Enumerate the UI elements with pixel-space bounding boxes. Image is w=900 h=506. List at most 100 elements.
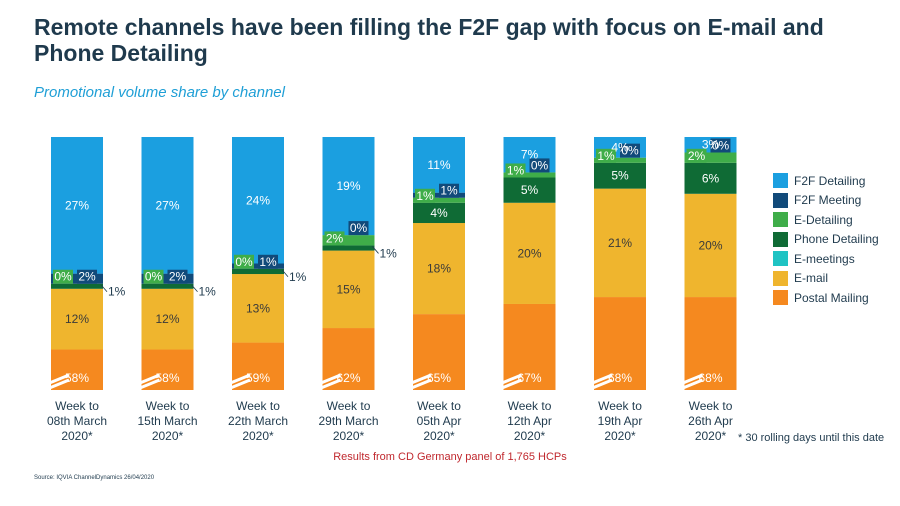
- category-tick-label: 2020*: [423, 429, 455, 443]
- data-label: 19%: [336, 179, 360, 193]
- bar-segment-e-detailing: [503, 172, 556, 178]
- label-chip-e-detailing: [686, 148, 707, 163]
- legend-item-e-detailing: E-Detailing: [773, 210, 879, 230]
- data-label: 13%: [246, 301, 270, 315]
- axis-break-mark: [136, 373, 161, 386]
- data-label: 0%: [350, 221, 368, 235]
- category-tick-label: 2020*: [61, 429, 93, 443]
- bar-segment-phone-detailing: [232, 268, 284, 275]
- legend-item-postal-mailing: Postal Mailing: [773, 288, 879, 308]
- bar-segment-postal-mailing: [503, 303, 556, 390]
- category-tick-label: 2020*: [514, 429, 546, 443]
- category-tick-label: 29th March: [318, 414, 378, 428]
- bar-segment-postal-mailing: [232, 342, 284, 390]
- leader-line: [100, 284, 108, 293]
- label-chip-f2f-meeting: [77, 269, 97, 284]
- axis-break-mark: [317, 378, 342, 391]
- data-label: 2%: [688, 149, 706, 163]
- bar-segment-e-mail: [141, 288, 194, 350]
- legend-swatch: [773, 173, 788, 189]
- label-chip-e-detailing: [415, 188, 435, 203]
- bar-segment-e-mail: [322, 250, 375, 329]
- data-label: 1%: [289, 270, 307, 284]
- axis-break-mark: [136, 378, 161, 391]
- data-label: 68%: [698, 371, 722, 385]
- bar-segment-phone-detailing: [141, 283, 194, 289]
- legend-label: E-mail: [794, 271, 829, 286]
- data-label: 27%: [65, 198, 89, 212]
- bar-segment-f2f-detailing: [322, 137, 375, 236]
- legend-swatch: [773, 290, 788, 306]
- axis-break-mark: [589, 373, 613, 386]
- data-label: 1%: [380, 246, 398, 260]
- data-label: 7%: [521, 148, 539, 162]
- axis-break-mark: [498, 373, 523, 386]
- axis-break-mark: [408, 373, 432, 386]
- data-label: 6%: [702, 171, 720, 185]
- category-tick-label: 2020*: [152, 429, 184, 443]
- data-label: 1%: [259, 255, 277, 269]
- category-tick-label: Week to: [55, 399, 99, 413]
- axis-break-mark: [498, 378, 523, 391]
- category-tick-label: Week to: [598, 399, 642, 413]
- data-label: 58%: [65, 371, 89, 385]
- source-note: Source: IQVIA ChannelDynamics 26/04/2020: [34, 475, 155, 481]
- data-label: 5%: [521, 183, 539, 197]
- legend-swatch: [773, 212, 788, 228]
- data-label: 1%: [440, 184, 458, 198]
- bar-segment-postal-mailing: [594, 297, 646, 390]
- legend-swatch: [773, 231, 788, 247]
- data-label: 58%: [155, 371, 179, 385]
- data-label: 12%: [65, 312, 89, 326]
- bar-segment-e-mail: [503, 202, 556, 304]
- legend-item-f2f-meeting: F2F Meeting: [773, 191, 879, 211]
- bar-segment-e-mail: [594, 188, 646, 298]
- axis-break-mark: [317, 373, 342, 386]
- legend-label: Postal Mailing: [794, 290, 869, 305]
- data-label: 4%: [611, 140, 629, 154]
- bar-segment-phone-detailing: [51, 283, 103, 289]
- bar-segment-e-mail: [232, 274, 284, 343]
- data-label: 67%: [517, 371, 541, 385]
- axis-break-mark: [227, 373, 251, 386]
- bar-segment-f2f-detailing: [232, 137, 284, 264]
- legend-label: E-Detailing: [794, 212, 853, 227]
- data-label: 1%: [597, 149, 615, 163]
- bar-segment-e-mail: [413, 223, 465, 315]
- bar-segment-e-mail: [684, 193, 737, 298]
- legend-item-e-meetings: E-meetings: [773, 249, 879, 269]
- legend-swatch: [773, 251, 788, 267]
- label-chip-e-detailing: [324, 231, 345, 246]
- axis-break-mark: [679, 373, 704, 386]
- data-label: 18%: [427, 262, 451, 276]
- category-tick-label: Week to: [417, 399, 461, 413]
- data-label: 0%: [235, 255, 253, 269]
- category-tick-label: 26th Apr: [688, 414, 733, 428]
- legend-item-f2f-detailing: F2F Detailing: [773, 171, 879, 191]
- bar-segment-phone-detailing: [684, 162, 737, 194]
- label-chip-e-detailing: [596, 148, 616, 163]
- data-label: 0%: [54, 270, 72, 284]
- bar-segment-f2f-detailing: [141, 137, 194, 274]
- axis-break-mark: [46, 373, 70, 386]
- legend-swatch: [773, 270, 788, 286]
- category-tick-label: 05th Apr: [417, 414, 462, 428]
- data-label: 15%: [336, 282, 360, 296]
- label-chip-f2f-meeting: [439, 183, 459, 198]
- category-tick-label: 2020*: [604, 429, 636, 443]
- legend-label: Phone Detailing: [794, 232, 879, 247]
- data-label: 5%: [611, 169, 629, 183]
- leader-line: [281, 269, 289, 278]
- data-label: 1%: [108, 285, 126, 299]
- category-tick-label: Week to: [327, 399, 371, 413]
- legend-label: F2F Meeting: [794, 193, 862, 208]
- label-chip-e-detailing: [143, 269, 164, 284]
- data-label: 11%: [427, 158, 450, 172]
- data-label: 4%: [430, 206, 448, 220]
- leader-line: [372, 246, 379, 254]
- label-chip-f2f-meeting: [167, 269, 188, 284]
- axis-break-mark: [589, 378, 613, 391]
- data-label: 27%: [155, 198, 179, 212]
- category-tick-label: 12th Apr: [507, 414, 552, 428]
